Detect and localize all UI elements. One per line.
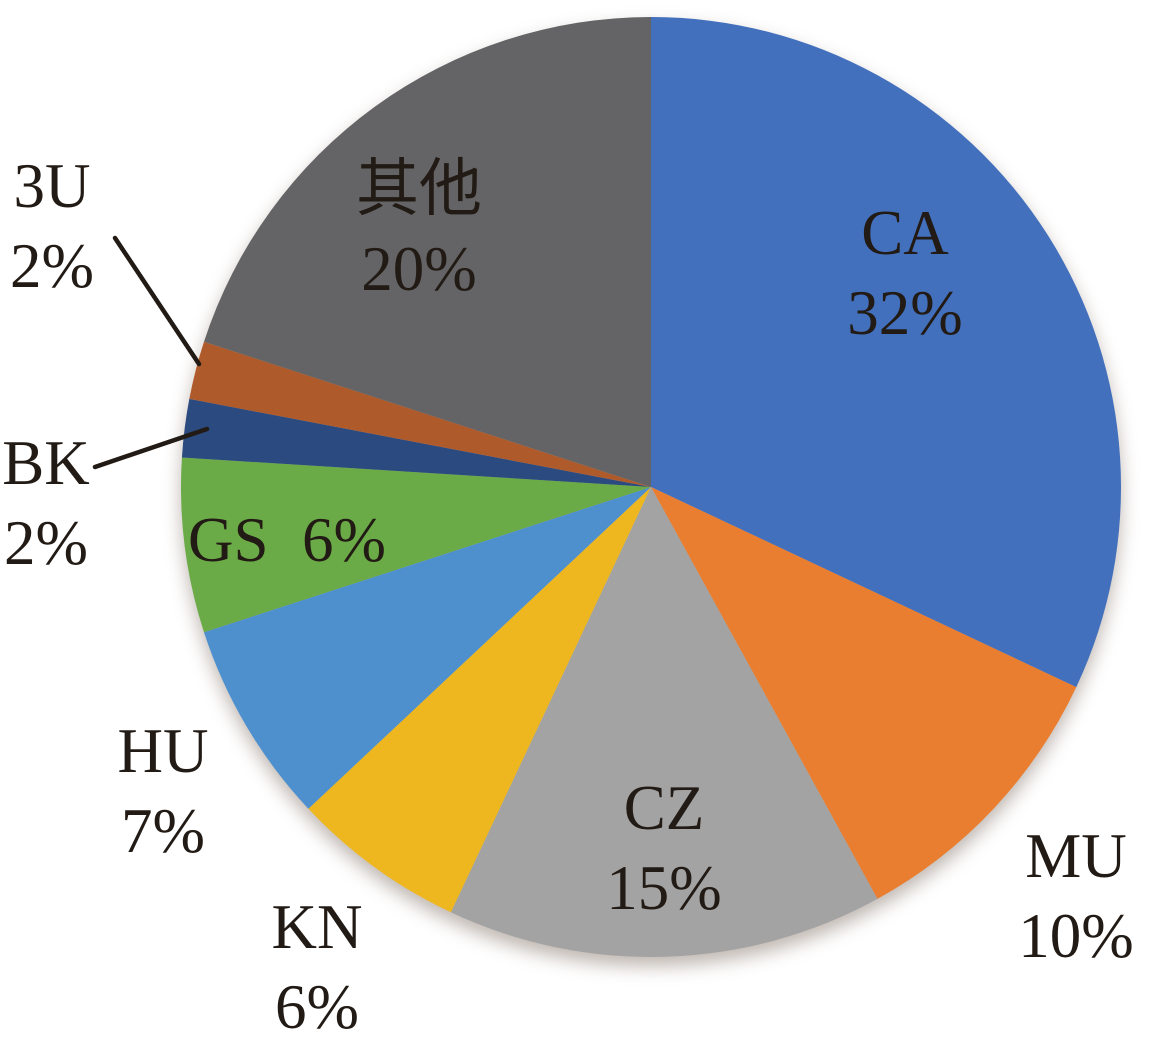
slice-label-cz: CZ 15% [606,768,721,928]
slice-label-mu: MU 10% [1018,816,1133,976]
pie-slice-3u [189,341,651,487]
slice-label-kn: KN 6% [272,887,363,1047]
pie-slice-ca [651,17,1122,688]
slice-percent: 6% [301,505,386,575]
slice-code: HU [117,716,209,786]
slice-code: 其他 [356,154,482,224]
leader-lines [92,235,210,470]
slice-code: CA [861,198,949,268]
slice-percent: 7% [121,796,205,866]
slice-label-gs: GS 6% [188,500,386,580]
slice-label-qita: 其他 20% [356,149,482,309]
slice-code: KN [271,892,363,962]
slice-percent: 20% [361,234,477,304]
pie-slice-cz [450,487,878,957]
leader-line-bk [92,426,210,470]
pie-slice-kn [308,487,651,913]
slice-percent: 2% [10,231,94,301]
leader-line-3u [112,235,202,367]
slice-percent: 6% [275,972,359,1042]
pie-wedges [181,17,1122,957]
slice-code: MU [1025,821,1127,891]
slice-label-ca: CA 32% [847,193,962,353]
slice-code: CZ [623,773,705,843]
pie-slice-qita [204,17,651,487]
slice-code: 3U [13,151,91,221]
slice-percent: 15% [606,853,722,923]
slice-percent: 32% [847,278,963,348]
pie-slice-bk [181,398,651,487]
slice-percent: 2% [4,508,88,578]
slice-code: BK [2,428,90,498]
slice-label-bk: BK 2% [2,423,90,583]
pie-slice-hu [204,487,651,809]
slice-code: GS [188,505,269,575]
slice-label-3u: 3U 2% [10,146,94,306]
slice-label-hu: HU 7% [118,711,209,871]
pie-slice-mu [651,487,1077,899]
pie-slice-gs [181,457,652,633]
slice-percent: 10% [1018,901,1134,971]
